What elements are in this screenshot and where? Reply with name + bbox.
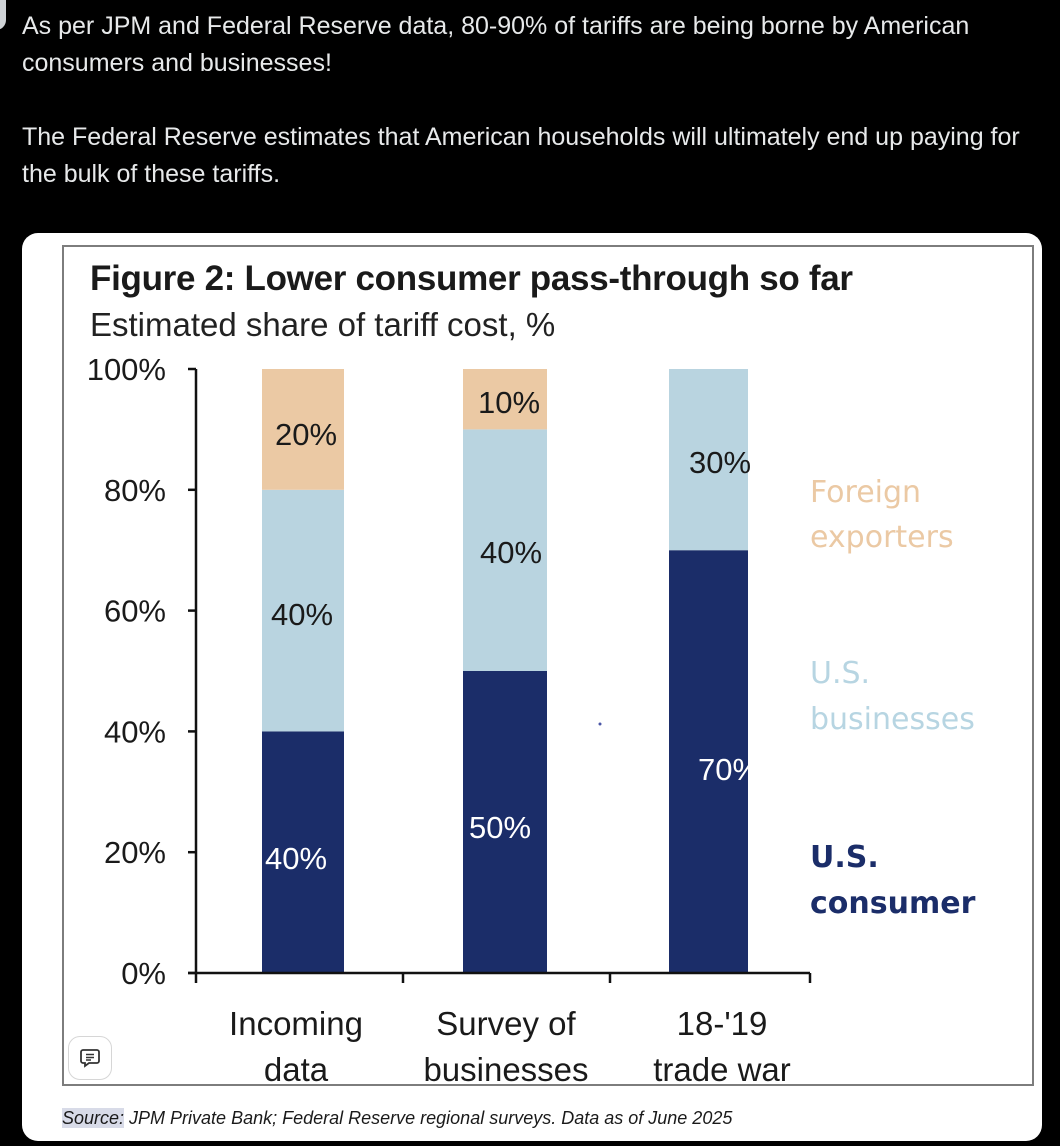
bar-segment-us-businesses [463,429,547,671]
tweet-paragraph: The Federal Reserve estimates that Ameri… [22,123,1020,188]
stray-dot [598,722,602,726]
data-label-us-businesses: 40% [271,597,333,632]
y-tick-label: 60% [104,594,166,629]
bar-segment-foreign-exporters [463,369,547,430]
bar-segment-us-businesses [669,369,748,551]
bar-segment-us-consumer [262,731,344,973]
avatar-edge [0,0,6,30]
y-tick-label: 80% [104,473,166,508]
legend-label: consumer [810,886,976,921]
x-category-label: trade war [653,1051,791,1088]
data-label-us-businesses: 30% [689,445,751,480]
figure-source: Source: JPM Private Bank; Federal Reserv… [62,1108,732,1129]
data-label-foreign-exporters: 10% [478,385,540,420]
figure-frame [62,245,1034,1086]
tweet-image-card[interactable]: Figure 2: Lower consumer pass-through so… [22,233,1042,1141]
data-label-foreign-exporters: 20% [275,417,337,452]
x-category-label: businesses [423,1051,588,1088]
data-label-us-businesses: 40% [480,535,542,570]
y-tick-label: 0% [121,956,166,991]
legend-label: U.S. [810,840,879,875]
y-tick-label: 100% [87,352,166,387]
legend-label: Foreign [810,475,921,510]
x-category-label: Incoming [229,1005,363,1042]
source-label: Source: [62,1108,125,1128]
legend-label: businesses [810,702,975,737]
figure-subtitle: Estimated share of tariff cost, % [90,306,556,343]
comment-alt-icon [80,1049,100,1068]
source-text: JPM Private Bank; Federal Reserve region… [124,1108,733,1128]
stacked-bar-chart: 40% 50% 70% 40% 40% 30% 20% 10% 0% 20% 40% 60% 80% 10… [87,352,976,1088]
x-category-label: data [264,1051,329,1088]
y-tick-label: 40% [104,714,166,749]
bar-segment-us-consumer [669,550,748,973]
alt-text-button[interactable] [68,1036,112,1080]
bar-segment-us-consumer [463,671,547,973]
y-tick-label: 20% [104,835,166,870]
data-label-us-consumer: 50% [469,810,531,845]
legend-label: exporters [810,520,954,555]
legend-label: U.S. [810,656,870,691]
tweet-paragraph: As per JPM and Federal Reserve data, 80-… [22,12,970,77]
data-label-us-consumer: 70% [698,752,760,787]
x-category-label: 18-'19 [677,1005,768,1042]
tweet-text: As per JPM and Federal Reserve data, 80-… [22,8,1052,193]
bar-segment-us-businesses [262,489,344,732]
figure-title: Figure 2: Lower consumer pass-through so… [90,259,853,298]
bar-segment-foreign-exporters [262,369,344,490]
data-label-us-consumer: 40% [265,841,327,876]
x-category-label: Survey of [436,1005,576,1042]
